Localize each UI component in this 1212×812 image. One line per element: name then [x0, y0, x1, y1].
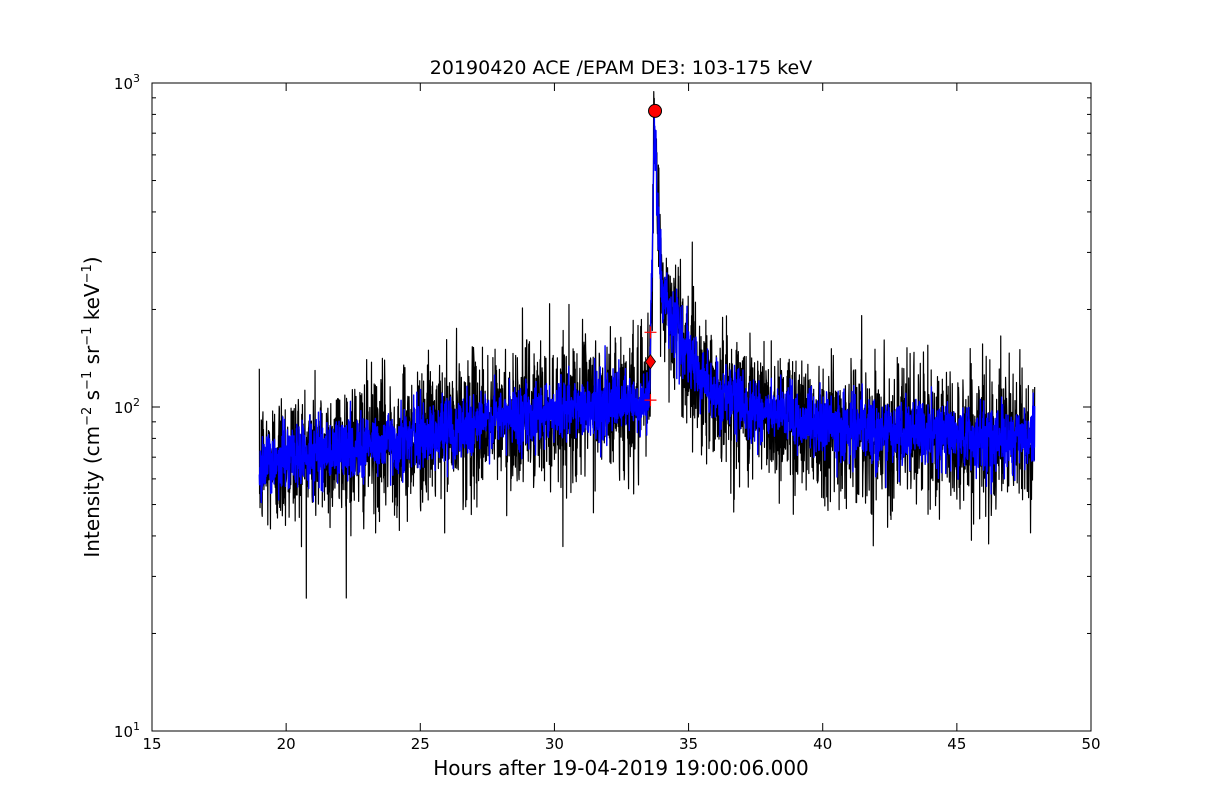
x-tick-label: 40: [813, 735, 832, 753]
y-axis-label: Intensity (cm−2 s−1 sr−1 keV−1): [80, 256, 104, 557]
y-tick-label: 103: [114, 72, 140, 93]
x-tick-label: 20: [277, 735, 296, 753]
peak-marker-circle: [648, 103, 663, 118]
x-tick-label: 45: [947, 735, 966, 753]
x-axis-label: Hours after 19-04-2019 19:00:06.000: [433, 756, 809, 780]
chart-title: 20190420 ACE /EPAM DE3: 103-175 keV: [430, 57, 812, 79]
onset-marker-diamond: [644, 353, 657, 370]
x-tick-label: 50: [1081, 735, 1100, 753]
series-line-smoothed: [258, 107, 1036, 504]
series-layer: [258, 91, 1036, 599]
x-tick-label: 30: [545, 735, 564, 753]
bound-marker-plus-2: [644, 326, 657, 339]
x-tick-label: 15: [142, 735, 161, 753]
y-axis-ticks: 101 102 103: [114, 72, 1091, 741]
y-axis-minor-ticks: [152, 97, 1091, 634]
marker-layer: [644, 103, 663, 407]
x-tick-label: 25: [411, 735, 430, 753]
x-axis-ticks: 15 20 25 30 35 40 45 50: [142, 83, 1101, 753]
x-tick-label: 35: [679, 735, 698, 753]
y-tick-label: 102: [114, 396, 140, 417]
y-tick-label: 101: [114, 720, 140, 741]
bound-marker-plus-3: [644, 394, 657, 407]
